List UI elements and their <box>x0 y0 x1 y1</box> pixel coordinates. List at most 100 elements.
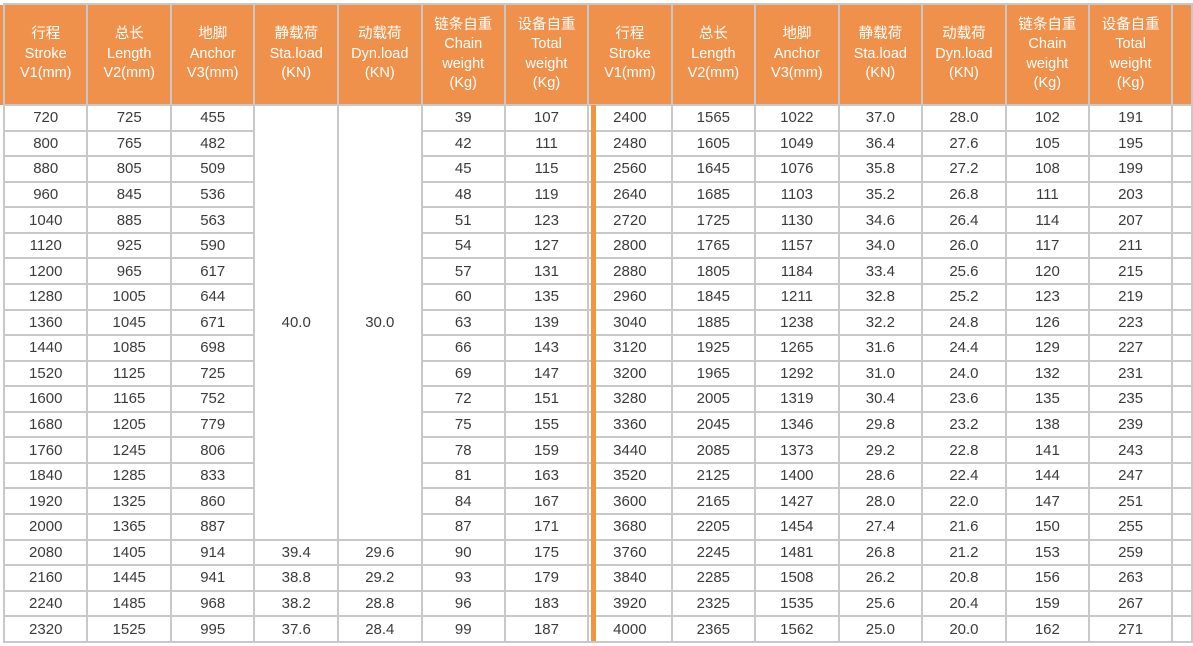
data-cell: 1685 <box>670 180 757 209</box>
data-cell: 147 <box>1004 487 1090 515</box>
data-cell: 1725 <box>670 206 757 234</box>
data-cell: 32.8 <box>837 282 924 311</box>
data-cell: 159 <box>1004 589 1090 618</box>
data-cell: 1840 <box>2 461 89 490</box>
data-cell: 25.0 <box>837 615 924 643</box>
data-cell: 860 <box>169 487 256 515</box>
data-cell: 2640 <box>587 180 673 209</box>
data-cell: 203 <box>1087 180 1174 209</box>
data-cell: 35.8 <box>837 155 924 183</box>
data-cell: 1005 <box>86 282 172 311</box>
cutoff-cell <box>1171 385 1193 413</box>
data-cell: 3440 <box>587 436 673 464</box>
data-cell: 2400 <box>587 104 673 132</box>
data-cell: 3760 <box>587 538 673 567</box>
data-cell: 482 <box>169 129 256 158</box>
data-cell: 2365 <box>670 615 757 643</box>
data-cell: 1245 <box>86 436 172 464</box>
data-cell: 1205 <box>86 410 172 439</box>
data-cell: 26.0 <box>921 231 1007 260</box>
data-cell: 1405 <box>86 538 172 567</box>
data-cell: 1680 <box>2 410 89 439</box>
data-cell: 3120 <box>587 334 673 362</box>
data-cell: 114 <box>1004 206 1090 234</box>
data-cell: 138 <box>1004 410 1090 439</box>
cutoff-cell <box>1171 615 1193 643</box>
data-cell: 960 <box>2 180 89 209</box>
data-cell: 3520 <box>587 461 673 490</box>
data-cell: 60 <box>420 282 506 311</box>
data-cell: 2125 <box>670 461 757 490</box>
column-header: 设备自重 Total weight (Kg) <box>1087 3 1174 106</box>
cutoff-cell <box>1171 436 1193 464</box>
data-cell: 271 <box>1087 615 1174 643</box>
cutoff-cell <box>1171 410 1193 439</box>
data-cell: 2240 <box>2 589 89 618</box>
data-cell: 39 <box>420 104 506 132</box>
data-cell: 219 <box>1087 282 1174 311</box>
data-cell: 135 <box>1004 385 1090 413</box>
data-cell: 255 <box>1087 513 1174 541</box>
data-cell: 509 <box>169 155 256 183</box>
column-header: 地脚 Anchor V3(mm) <box>754 3 840 106</box>
data-cell: 1285 <box>86 461 172 490</box>
cutoff-cell <box>1171 538 1193 567</box>
cutoff-cell <box>1171 180 1193 209</box>
data-cell: 885 <box>86 206 172 234</box>
data-cell: 880 <box>2 155 89 183</box>
data-cell: 126 <box>1004 308 1090 337</box>
data-cell: 143 <box>503 334 590 362</box>
cutoff-cell <box>1171 359 1193 388</box>
data-cell: 105 <box>1004 129 1090 158</box>
data-cell: 183 <box>503 589 590 618</box>
data-cell: 1600 <box>2 385 89 413</box>
table-row: 2080 1405 914 39.4 29.6 90 175 3760 2245 1481 26.8… <box>2 538 1193 567</box>
data-cell: 887 <box>169 513 256 541</box>
table-row: 1760 1245 806 78 159 3440 2085 1373 29.2 22.8 141 2… <box>2 436 1193 464</box>
data-cell: 3680 <box>587 513 673 541</box>
data-cell: 131 <box>503 257 590 285</box>
table-row: 1120 925 590 54 127 2800 1765 1157 34.0 26.0 117 21… <box>2 231 1193 260</box>
column-header: 链条自重 Chain weight (Kg) <box>1004 3 1090 106</box>
data-cell: 1520 <box>2 359 89 388</box>
table-row: 880 805 509 45 115 2560 1645 1076 35.8 27.2 108 199 <box>2 155 1193 183</box>
data-cell: 2000 <box>2 513 89 541</box>
cutoff-column-header <box>1171 3 1193 106</box>
data-cell: 108 <box>1004 155 1090 183</box>
data-cell: 1565 <box>670 104 757 132</box>
data-cell: 24.8 <box>921 308 1007 337</box>
data-cell: 199 <box>1087 155 1174 183</box>
data-cell: 1049 <box>754 129 840 158</box>
data-cell: 23.2 <box>921 410 1007 439</box>
data-cell: 227 <box>1087 334 1174 362</box>
table-row: 960 845 536 48 119 2640 1685 1103 35.2 26.8 111 203 <box>2 180 1193 209</box>
data-cell: 28.6 <box>837 461 924 490</box>
table-row: 720 725 455 40.0 30.0 39 107 2400 1565 1022 37.0 28… <box>2 104 1193 541</box>
data-cell: 34.0 <box>837 231 924 260</box>
data-cell: 239 <box>1087 410 1174 439</box>
data-cell: 24.4 <box>921 334 1007 362</box>
data-cell: 2880 <box>587 257 673 285</box>
column-header: 动载荷 Dyn.load (KN) <box>921 3 1007 106</box>
data-cell: 37.0 <box>837 104 924 132</box>
data-cell: 156 <box>1004 564 1090 592</box>
data-cell: 39.4 <box>253 538 339 567</box>
data-cell: 235 <box>1087 385 1174 413</box>
data-cell: 57 <box>420 257 506 285</box>
data-cell: 1265 <box>754 334 840 362</box>
data-cell: 968 <box>169 589 256 618</box>
table-row: 1440 1085 698 66 143 3120 1925 1265 31.6 24.4 129 2… <box>2 334 1193 362</box>
data-cell: 3280 <box>587 385 673 413</box>
data-cell: 1130 <box>754 206 840 234</box>
data-cell: 32.2 <box>837 308 924 337</box>
data-cell: 23.6 <box>921 385 1007 413</box>
spec-table: 行程 Stroke V1(mm) 总长 Length V2(mm) 地脚 Ancho… <box>2 3 1193 643</box>
data-cell: 251 <box>1087 487 1174 515</box>
data-cell: 25.6 <box>837 589 924 618</box>
data-cell: 2285 <box>670 564 757 592</box>
data-cell: 3920 <box>587 589 673 618</box>
data-cell: 139 <box>503 308 590 337</box>
data-cell: 2320 <box>2 615 89 643</box>
data-cell: 117 <box>1004 231 1090 260</box>
data-cell: 159 <box>503 436 590 464</box>
